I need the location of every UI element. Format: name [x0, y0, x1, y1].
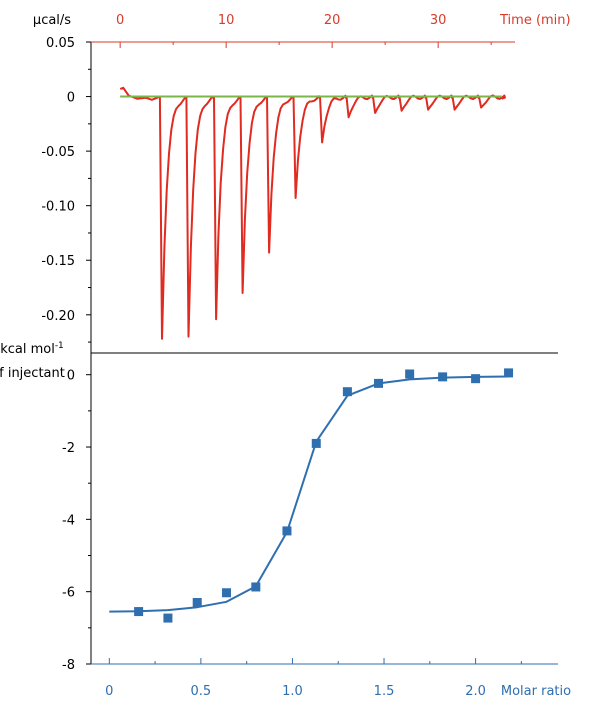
raw-heat-y-tick-label: -0.05: [41, 145, 75, 160]
data-point: [504, 368, 514, 378]
raw-heat-y-tick-label: -0.15: [41, 254, 75, 269]
molar-ratio-tick-label: 0: [105, 684, 113, 699]
molar-ratio-tick-label: 1.0: [282, 684, 303, 699]
integrated-heat-y-tick-label: -4: [62, 513, 75, 528]
integrated-heat-y-tick-label: -8: [62, 658, 75, 673]
data-point: [251, 582, 261, 592]
data-point: [405, 369, 415, 379]
data-point: [342, 387, 352, 397]
integrated-heat-y-tick-label: -6: [62, 586, 75, 601]
time-tick-label: 30: [430, 13, 447, 28]
raw-heat-x-label: Time (min): [499, 13, 571, 28]
data-point: [374, 378, 384, 388]
integrated-heat-panel: kcal mol-1 of injectant Molar ratio 0 -2 -…: [0, 341, 571, 699]
molar-ratio-tick-label: 0.5: [191, 684, 212, 699]
integrated-heat-y-label-line2: of injectant: [0, 366, 65, 381]
raw-heat-y-tick-label: 0: [67, 91, 75, 106]
raw-heat-y-tick-label: -0.20: [41, 309, 75, 324]
time-tick-label: 10: [218, 13, 235, 28]
raw-heat-y-tick-label: -0.10: [41, 200, 75, 215]
data-point: [471, 374, 481, 384]
injection-heat-trace: [119, 86, 506, 340]
time-tick-label: 0: [116, 13, 124, 28]
data-point: [163, 613, 173, 623]
molar-ratio-tick-label: 1.5: [374, 684, 395, 699]
time-tick-label: 20: [324, 13, 341, 28]
data-point: [282, 526, 292, 536]
data-point: [222, 588, 232, 598]
raw-heat-panel: µcal/s Time (min) 0.05 0 -0.05 -0.10 -0.15 -0…: [33, 13, 571, 353]
data-point: [134, 607, 144, 617]
data-point: [192, 598, 202, 608]
binding-fit-curve: [109, 375, 509, 613]
integrated-heat-y-tick-label: 0: [67, 369, 75, 384]
integrated-heat-y-tick-label: -2: [62, 441, 75, 456]
raw-heat-y-tick-label: 0.05: [46, 36, 75, 51]
data-point: [438, 372, 448, 382]
data-point: [311, 438, 321, 448]
integrated-heat-y-label-line1: kcal mol-1: [0, 341, 64, 357]
raw-heat-y-label: µcal/s: [33, 13, 71, 28]
molar-ratio-tick-label: 2.0: [465, 684, 486, 699]
integrated-heat-x-label: Molar ratio: [501, 684, 571, 699]
